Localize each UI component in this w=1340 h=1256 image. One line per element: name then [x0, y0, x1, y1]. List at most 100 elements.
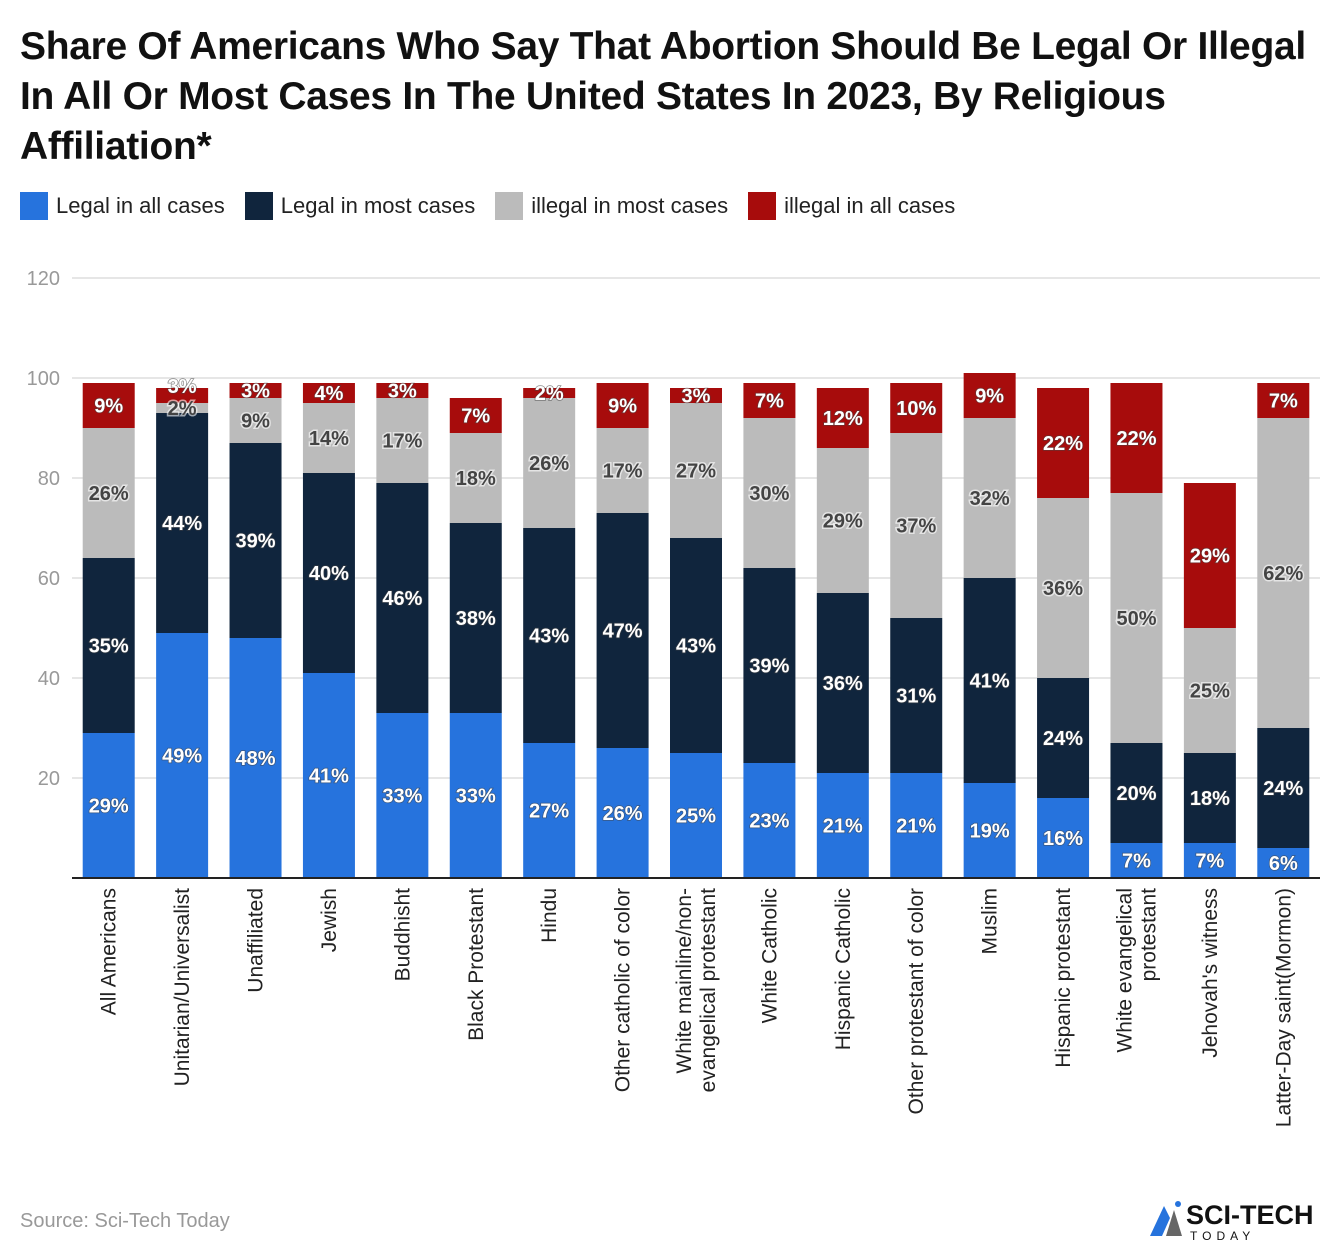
data-label: 25% — [1190, 681, 1230, 703]
bar-segment — [670, 538, 722, 753]
legend-item: Legal in all cases — [20, 192, 225, 220]
data-label: 62% — [1263, 563, 1303, 585]
data-label: 16% — [1043, 828, 1083, 850]
data-label: 41% — [970, 671, 1010, 693]
y-tick-label: 20 — [38, 768, 60, 790]
data-label: 2% — [168, 398, 197, 420]
bar-segment — [1110, 383, 1163, 493]
bar-segment — [523, 388, 576, 398]
x-tick-label: White evangelical — [1113, 888, 1136, 1053]
data-label: 17% — [603, 461, 643, 483]
bar-segment — [156, 633, 209, 878]
data-label: 27% — [676, 461, 716, 483]
bar-segment — [523, 398, 576, 528]
bar-segment — [449, 398, 502, 433]
data-label: 7% — [1269, 391, 1298, 413]
x-tick-label: Other protestant of color — [905, 888, 928, 1114]
data-label: 29% — [823, 511, 863, 533]
data-label: 21% — [896, 816, 936, 838]
y-tick-label: 80 — [38, 468, 60, 490]
bar-segment — [596, 513, 649, 748]
plot-area: 20 40 60 80 100 120 29% 35% 26% 9% All Americans 49… — [27, 268, 1320, 1127]
bar-segment — [229, 383, 282, 398]
legend-swatch — [20, 192, 48, 220]
x-tick-label: Latter-Day saint(Mormon) — [1272, 888, 1295, 1127]
bar-segment — [670, 753, 722, 878]
data-label: 6% — [1269, 853, 1298, 875]
data-label: 4% — [314, 383, 343, 405]
bar-segment — [156, 388, 209, 403]
bar-segment — [890, 773, 943, 878]
x-tick-label: Buddhisht — [391, 888, 414, 982]
sci-tech-today-logo: SCI-TECH TODAY — [1146, 1196, 1326, 1247]
data-label: 33% — [456, 786, 496, 808]
x-tick-label: Muslim — [979, 888, 1002, 955]
x-tick-label: Other catholic of color — [612, 888, 635, 1092]
data-label: 49% — [162, 746, 202, 768]
data-label: 43% — [676, 636, 716, 658]
data-label: 32% — [970, 488, 1010, 510]
data-label: 9% — [241, 411, 270, 433]
data-label: 3% — [241, 381, 270, 403]
bar-segment — [1110, 493, 1163, 743]
bar-segment — [743, 763, 796, 878]
data-label: 20% — [1116, 783, 1156, 805]
bar-segment — [890, 618, 943, 773]
x-tick-label: Black Protestant — [465, 888, 488, 1041]
bar-segment — [1110, 843, 1163, 878]
bar-segment — [963, 783, 1016, 878]
data-label: 7% — [755, 391, 784, 413]
bar-segment — [816, 388, 869, 448]
bar-segment — [963, 578, 1016, 783]
legend-item: Legal in most cases — [244, 192, 475, 220]
legend: Legal in all cases Legal in most cases ill… — [20, 192, 955, 220]
bar-segment — [1183, 753, 1236, 843]
bar-segment — [1037, 678, 1090, 798]
source-note: Source: Sci-Tech Today — [20, 1210, 230, 1232]
data-label: 39% — [749, 656, 789, 678]
bar-segment — [302, 403, 355, 473]
bar-segment — [523, 528, 576, 743]
bar-segment — [1257, 383, 1310, 418]
data-label: 9% — [608, 396, 637, 418]
bar-segment — [743, 418, 796, 568]
bar-segment — [156, 413, 209, 633]
bar-segment — [376, 383, 429, 398]
bar-segment — [1110, 743, 1163, 843]
data-label: 31% — [896, 686, 936, 708]
bar-segment — [596, 383, 649, 428]
data-label: 26% — [529, 453, 569, 475]
bar-segment — [816, 593, 869, 773]
data-label: 3% — [682, 386, 711, 408]
bar-segment — [1183, 483, 1236, 628]
chart-title: Share Of Americans Who Say That Abortion… — [20, 25, 1306, 168]
bar-segment — [743, 568, 796, 763]
data-label: 24% — [1043, 728, 1083, 750]
x-tick-label: protestant — [1137, 888, 1160, 982]
data-label: 23% — [749, 811, 789, 833]
bar-segment — [963, 373, 1016, 418]
data-label: 3% — [388, 381, 417, 403]
logo-main: SCI-TECH — [1186, 1200, 1314, 1230]
bar-segment — [963, 418, 1016, 578]
data-label: 7% — [461, 406, 490, 428]
data-label: 35% — [89, 636, 129, 658]
data-label: 3% — [168, 376, 197, 398]
y-tick-label: 40 — [38, 668, 60, 690]
bar-segment — [1037, 498, 1090, 678]
legend-swatch — [495, 192, 524, 220]
bar-segment — [670, 403, 722, 538]
data-label: 37% — [896, 516, 936, 538]
data-label: 22% — [1116, 428, 1156, 450]
data-label: 44% — [162, 513, 202, 535]
data-label: 29% — [1190, 546, 1230, 568]
data-label: 27% — [529, 801, 569, 823]
bar-segment — [302, 383, 355, 403]
x-tick-label: White mainline/non- — [673, 888, 696, 1074]
x-tick-label: Hindu — [538, 888, 561, 943]
data-label: 2% — [535, 383, 564, 405]
data-label: 36% — [823, 673, 863, 695]
bar-segment — [82, 428, 135, 558]
bar-segment — [890, 433, 943, 618]
x-tick-label: Jehovah's witness — [1199, 888, 1222, 1058]
